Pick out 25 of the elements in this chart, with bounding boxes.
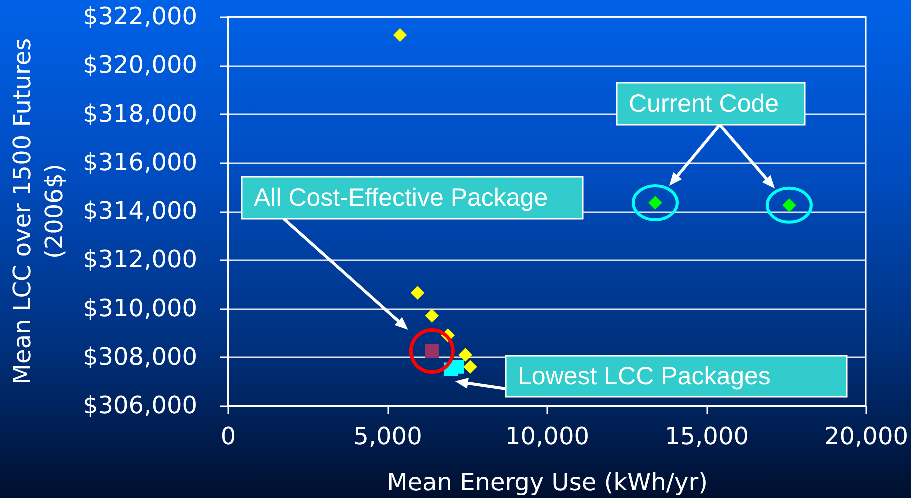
y-tick-label: $316,000 [82, 148, 198, 176]
annotation: Current Code [629, 90, 780, 118]
point [458, 348, 473, 362]
y-tick-label: $314,000 [82, 197, 198, 225]
y-tick-label: $318,000 [82, 100, 198, 128]
point [464, 360, 478, 374]
y-tick-label: $308,000 [82, 342, 198, 371]
point [410, 286, 425, 300]
x-tick-label: 15,000 [665, 422, 749, 450]
x-tick-label: 10,000 [506, 422, 590, 450]
y-tick-label: $320,000 [82, 51, 198, 80]
annotation: All Cost-Effective Package [254, 184, 548, 212]
y-tick-label: $306,000 [82, 392, 198, 420]
x-tick-label: 5,000 [354, 422, 422, 450]
y-axis-title: Mean LCC over 1500 Futures (2006$) [8, 38, 68, 385]
x-tick-label: 20,000 [824, 422, 908, 450]
point [425, 309, 440, 323]
y-tick-label: $312,000 [82, 246, 198, 274]
y-tick-label: $322,000 [82, 2, 198, 30]
y-tick-label: $310,000 [82, 294, 198, 322]
x-tick-label: 0 [220, 422, 236, 450]
annotation: Lowest LCC Packages [518, 362, 771, 390]
point [393, 28, 408, 42]
point [450, 360, 464, 374]
x-axis-title: Mean Energy Use (kWh/yr) [387, 468, 708, 496]
